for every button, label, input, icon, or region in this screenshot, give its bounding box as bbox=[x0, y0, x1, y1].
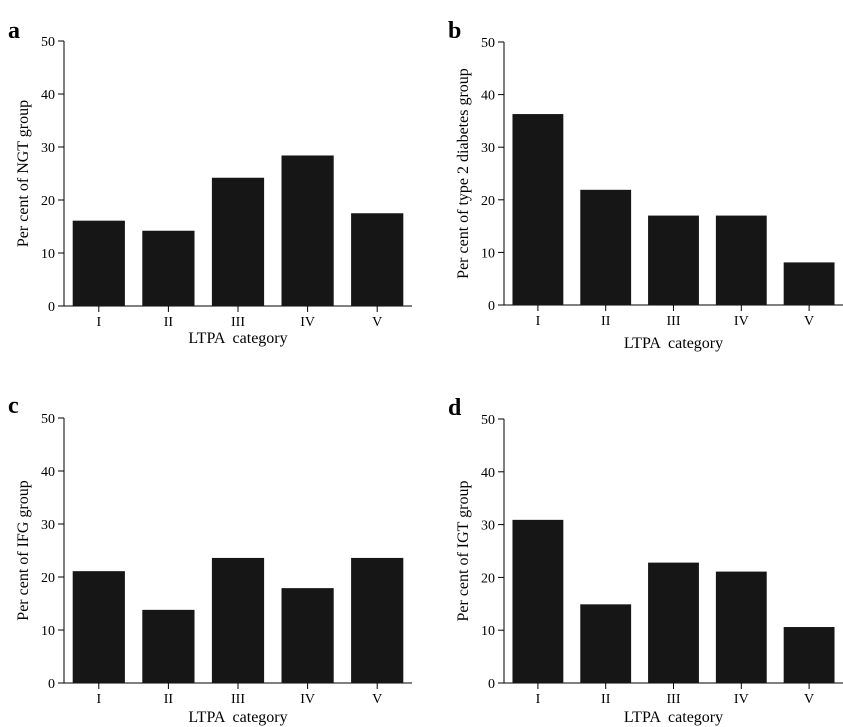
y-tick-label: 0 bbox=[488, 299, 495, 314]
x-axis-title: LTPA category bbox=[624, 335, 723, 352]
x-axis-title: LTPA category bbox=[188, 330, 287, 347]
y-tick-label: 30 bbox=[481, 519, 495, 534]
y-tick-label: 0 bbox=[48, 677, 55, 692]
x-tick-label: IV bbox=[300, 692, 315, 707]
bar-III bbox=[648, 215, 699, 305]
y-tick-label: 40 bbox=[481, 466, 495, 481]
panel-letter: d bbox=[448, 395, 462, 421]
y-axis-title: Per cent of IGT group bbox=[455, 481, 472, 622]
x-tick-label: V bbox=[804, 692, 814, 707]
x-tick-label: III bbox=[667, 314, 681, 329]
bar-II bbox=[142, 230, 195, 306]
y-tick-label: 10 bbox=[481, 246, 495, 261]
bar-III bbox=[648, 562, 699, 683]
panel-letter: b bbox=[448, 18, 461, 44]
x-tick-label: V bbox=[372, 692, 382, 707]
y-tick-label: 50 bbox=[41, 412, 55, 427]
y-tick-label: 20 bbox=[41, 571, 55, 586]
y-tick-label: 10 bbox=[481, 624, 495, 639]
y-axis-title: Per cent of NGT group bbox=[15, 100, 32, 247]
y-tick-label: 10 bbox=[41, 624, 55, 639]
y-axis-title: Per cent of type 2 diabetes group bbox=[455, 68, 472, 279]
y-tick-label: 40 bbox=[41, 88, 55, 103]
x-tick-label: I bbox=[96, 315, 101, 330]
y-tick-label: 20 bbox=[481, 194, 495, 209]
bar-II bbox=[142, 609, 195, 683]
y-tick-label: 20 bbox=[41, 194, 55, 209]
x-tick-label: I bbox=[96, 692, 101, 707]
x-tick-label: III bbox=[667, 692, 681, 707]
bar-I bbox=[512, 114, 564, 305]
y-tick-label: 10 bbox=[41, 247, 55, 262]
y-tick-label: 40 bbox=[41, 465, 55, 480]
bar-IV bbox=[715, 215, 767, 305]
bar-III bbox=[211, 177, 265, 306]
bar-II bbox=[580, 604, 632, 683]
x-tick-label: IV bbox=[734, 314, 749, 329]
y-tick-label: 50 bbox=[481, 413, 495, 428]
bar-II bbox=[580, 189, 632, 305]
y-tick-label: 30 bbox=[481, 141, 495, 156]
y-tick-label: 20 bbox=[481, 571, 495, 586]
y-tick-label: 30 bbox=[41, 518, 55, 533]
bar-I bbox=[72, 220, 125, 306]
bar-III bbox=[211, 557, 265, 683]
y-tick-label: 40 bbox=[481, 89, 495, 104]
x-tick-label: V bbox=[804, 314, 814, 329]
bar-V bbox=[783, 262, 835, 305]
x-tick-label: I bbox=[536, 314, 541, 329]
y-axis-title: Per cent of IFG group bbox=[15, 480, 32, 620]
x-tick-label: II bbox=[164, 692, 174, 707]
panel-letter: c bbox=[8, 393, 19, 419]
bar-IV bbox=[715, 571, 767, 683]
panel-letter: a bbox=[8, 18, 20, 44]
y-tick-label: 0 bbox=[48, 300, 55, 315]
x-tick-label: III bbox=[231, 692, 245, 707]
bar-I bbox=[512, 519, 564, 683]
bar-V bbox=[351, 213, 404, 306]
y-tick-label: 30 bbox=[41, 141, 55, 156]
bar-V bbox=[783, 627, 835, 683]
bar-I bbox=[72, 571, 125, 683]
x-axis-title: LTPA category bbox=[624, 709, 723, 726]
bar-IV bbox=[281, 588, 334, 683]
x-tick-label: IV bbox=[734, 692, 749, 707]
x-tick-label: II bbox=[164, 315, 174, 330]
x-tick-label: II bbox=[601, 314, 611, 329]
x-tick-label: IV bbox=[300, 315, 315, 330]
x-tick-label: I bbox=[536, 692, 541, 707]
bar-IV bbox=[281, 155, 334, 306]
x-tick-label: II bbox=[601, 692, 611, 707]
y-tick-label: 50 bbox=[41, 35, 55, 50]
x-axis-title: LTPA category bbox=[188, 709, 287, 726]
x-tick-label: V bbox=[372, 315, 382, 330]
y-tick-label: 0 bbox=[488, 677, 495, 692]
y-tick-label: 50 bbox=[481, 36, 495, 51]
bar-V bbox=[351, 557, 404, 683]
x-tick-label: III bbox=[231, 315, 245, 330]
